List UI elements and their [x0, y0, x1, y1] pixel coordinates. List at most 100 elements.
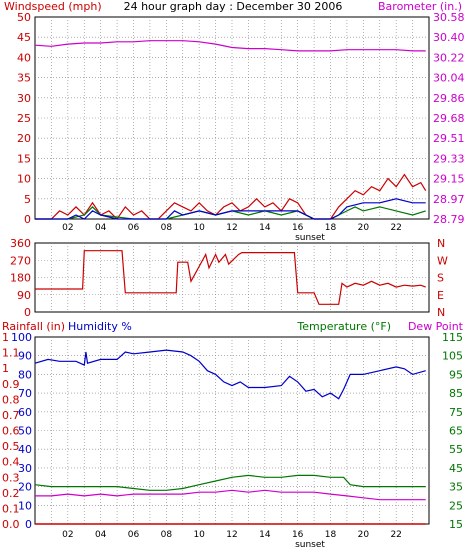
barometer-tick-1: 30.40: [433, 31, 465, 44]
barometer-tick-0: 30.58: [433, 11, 465, 24]
windspeed-tick-8: 10: [17, 173, 31, 186]
temperature-tick-7: 45: [449, 462, 463, 475]
humidity-tick-6: 40: [18, 443, 32, 456]
temperature-tick-8: 35: [449, 481, 463, 494]
humidity-tick-4: 60: [18, 406, 32, 419]
panel2-grid: [35, 243, 429, 312]
x-tick-label-5: 12: [226, 530, 237, 540]
direction-compass-tick-4: N: [437, 306, 445, 319]
humidity-tick-8: 20: [18, 481, 32, 494]
humidity-tick-3: 70: [18, 387, 32, 400]
temperature-tick-5: 65: [449, 425, 463, 438]
direction-degree-tick-4: 0: [24, 306, 31, 319]
barometer-tick-6: 29.51: [433, 132, 465, 145]
direction-compass-tick-1: W: [437, 254, 448, 267]
rainfall-tick-1: 1.1: [2, 347, 20, 360]
direction-degree-tick-1: 270: [10, 254, 31, 267]
x-tick-label-0: 02: [62, 223, 73, 233]
temperature-tick-1: 105: [442, 350, 463, 363]
x-tick-label-9: 20: [358, 223, 370, 233]
x-tick-label-6: 14: [259, 223, 271, 233]
humidity-tick-7: 30: [18, 462, 32, 475]
windspeed-tick-9: 5: [24, 193, 31, 206]
x-tick-label-8: 18: [325, 223, 337, 233]
dew-point-line: [35, 489, 426, 501]
direction-compass-tick-3: E: [437, 289, 444, 302]
rainfall-tick-11: 0.1: [2, 502, 20, 515]
chart-title: 24 hour graph day : December 30 2006: [124, 0, 343, 13]
x-tick-label-10: 22: [390, 223, 401, 233]
rainfall-tick-5: 0.7: [2, 409, 20, 422]
wind-gust-line: [35, 173, 427, 220]
windspeed-tick-0: 50: [17, 11, 31, 24]
direction-compass-tick-0: N: [437, 237, 445, 250]
x-tick-label-3: 08: [161, 530, 173, 540]
direction-compass-tick-2: S: [437, 272, 444, 285]
rainfall-tick-4: 0.8: [2, 393, 20, 406]
windspeed-tick-5: 25: [17, 112, 31, 125]
windspeed-tick-10: 0: [24, 213, 31, 226]
x-tick-label-9: 20: [358, 530, 370, 540]
rainfall-axis-label: Rainfall (in): [2, 320, 65, 333]
x-tick-label-8: 18: [325, 530, 337, 540]
x-tick-label-6: 14: [259, 530, 271, 540]
temperature-tick-3: 85: [449, 387, 463, 400]
humidity-tick-2: 80: [18, 368, 32, 381]
barometer-tick-9: 28.97: [433, 193, 465, 206]
barometer-tick-4: 29.86: [433, 92, 465, 105]
windspeed-tick-1: 45: [17, 31, 31, 44]
windspeed-tick-6: 20: [17, 132, 31, 145]
x-tick-label-7: 16: [292, 223, 304, 233]
panel3-rain-ticks: 1 1.1 1 0.9 0.8 0.7 0.6 0.5 0.4 0.3 0.2 0.1 0.0: [2, 331, 20, 531]
rainfall-tick-7: 0.5: [2, 440, 20, 453]
x-tick-label-3: 08: [161, 223, 173, 233]
x-tick-label-1: 04: [95, 223, 107, 233]
barometer-tick-2: 30.22: [433, 51, 465, 64]
panel1-right-ticks: 30.58 30.40 30.22 30.04 29.86 29.68 29.51 29.33…: [433, 11, 465, 226]
x-tick-label-2: 06: [128, 530, 140, 540]
x-tick-label-1: 04: [95, 530, 107, 540]
humidity-tick-9: 10: [18, 499, 32, 512]
panel3-temperature-ticks: 115 105 95 85 75 65 55 45 35 25 15: [442, 331, 463, 531]
direction-degree-tick-3: 90: [17, 289, 31, 302]
rainfall-tick-2: 1: [2, 362, 9, 375]
x-tick-label-5: 12: [226, 223, 237, 233]
rainfall-tick-8: 0.4: [2, 456, 20, 469]
rainfall-tick-9: 0.3: [2, 471, 20, 484]
direction-degree-tick-0: 360: [10, 237, 31, 250]
x-tick-label-4: 10: [193, 530, 205, 540]
humidity-axis-label: Humidity %: [68, 320, 132, 333]
barometer-line: [34, 40, 426, 52]
barometer-tick-5: 29.68: [433, 112, 465, 125]
panel3-x-ticks: 02 04 06 08 10 12 14 16 18 20 22: [62, 530, 402, 540]
panel2-left-ticks: 360 270 180 90 0: [10, 237, 31, 319]
barometer-tick-10: 28.79: [433, 213, 465, 226]
x-tick-label-0: 02: [62, 530, 73, 540]
panel-rain-humidity-temp: 11.110.90.80.70.60.50.40.30.20.10.0 1009…: [2, 331, 463, 550]
panel3-grid: [35, 337, 429, 524]
panel2-frame: [34, 242, 430, 313]
temperature-tick-0: 115: [442, 331, 463, 344]
humidity-tick-10: 0: [25, 518, 32, 531]
rainfall-tick-12: 0.0: [2, 518, 20, 531]
direction-degree-tick-2: 180: [10, 272, 31, 285]
humidity-tick-5: 50: [18, 425, 32, 438]
panel3-series: [34, 349, 426, 525]
dewpoint-axis-label: Dew Point: [408, 320, 464, 333]
windspeed-tick-2: 40: [17, 51, 31, 64]
barometer-axis-label: Barometer (in.): [378, 0, 462, 13]
wind-average-line: [35, 198, 426, 220]
barometer-tick-3: 30.04: [433, 72, 465, 85]
temperature-tick-9: 25: [449, 499, 463, 512]
rainfall-tick-3: 0.9: [2, 378, 20, 391]
temperature-tick-10: 15: [449, 518, 463, 531]
temperature-tick-6: 55: [449, 443, 463, 456]
rainfall-tick-10: 0.2: [2, 487, 20, 500]
temperature-axis-label: Temperature (°F): [296, 320, 391, 333]
x-tick-label-7: 16: [292, 530, 304, 540]
